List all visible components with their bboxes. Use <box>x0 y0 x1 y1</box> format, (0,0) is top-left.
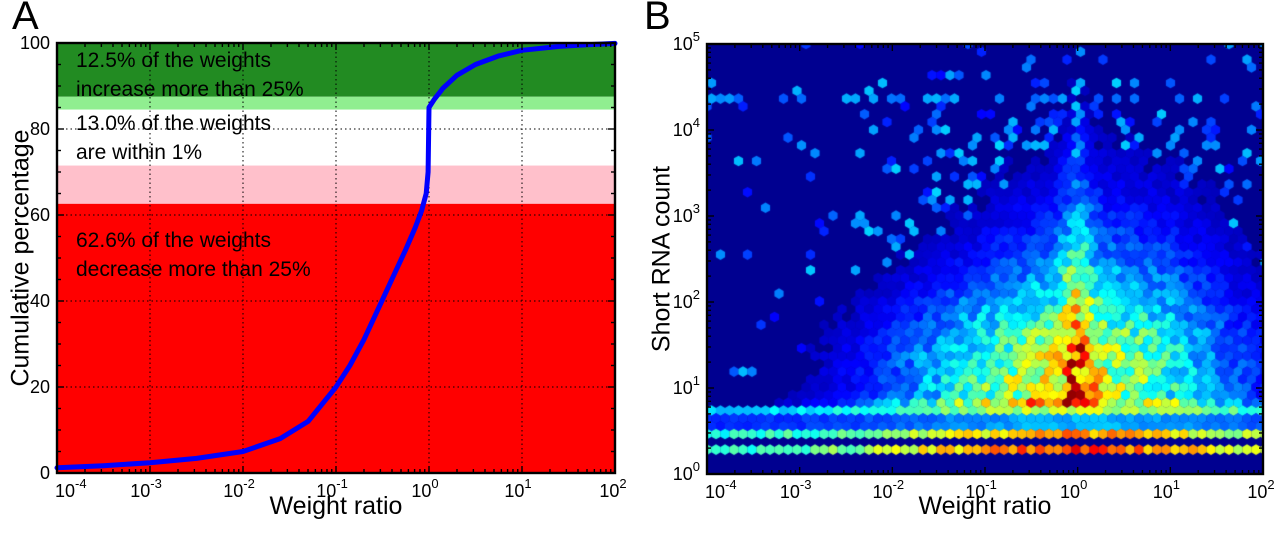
x-tick-label: 10-1 <box>316 476 348 501</box>
x-tick-label: 10-3 <box>780 477 812 502</box>
hexbin-plot <box>707 44 1263 474</box>
band <box>57 203 615 473</box>
x-tick-label: 102 <box>1247 477 1274 502</box>
x-tick-label: 101 <box>1153 477 1180 502</box>
x-tick-label: 101 <box>504 476 531 501</box>
y-tick-label: 80 <box>30 119 50 139</box>
y-tick-label: 20 <box>30 377 50 397</box>
annotation-within-line2: are within 1% <box>76 141 203 164</box>
y-tick-label: 100 <box>673 459 700 484</box>
y-axis-label-b: Short RNA count <box>647 165 676 353</box>
y-tick-label: 104 <box>673 115 700 140</box>
x-tick-label: 102 <box>599 476 626 501</box>
x-tick-label: 10-2 <box>223 476 255 501</box>
x-axis-label-a: Weight ratio <box>269 492 403 520</box>
y-tick-label: 103 <box>673 201 700 226</box>
y-tick-label: 100 <box>20 33 50 53</box>
x-tick-label: 10-1 <box>965 477 997 502</box>
panel-letter-a: A <box>12 0 39 38</box>
annotation-decrease: 62.6% of the weights decrease more than … <box>76 226 311 284</box>
x-tick-label: 10-4 <box>705 477 737 502</box>
annotation-within: 13.0% of the weights are within 1% <box>76 109 271 167</box>
x-axis-label-b: Weight ratio <box>918 492 1052 520</box>
y-tick-label: 0 <box>40 463 50 483</box>
y-tick-label: 101 <box>673 373 700 398</box>
annotation-increase: 12.5% of the weights increase more than … <box>76 46 304 104</box>
annotation-decrease-line2: decrease more than 25% <box>76 258 311 281</box>
x-tick-label: 10-4 <box>55 476 87 501</box>
plot-frame-b <box>705 42 1265 476</box>
annotation-within-line1: 13.0% of the weights <box>76 112 271 135</box>
annotation-increase-line1: 12.5% of the weights <box>76 49 271 72</box>
cumulative-curve <box>54 40 618 471</box>
y-tick-label: 40 <box>30 291 50 311</box>
y-tick-label: 105 <box>673 29 700 54</box>
x-tick-label: 100 <box>411 476 438 501</box>
x-tick-label: 100 <box>1060 477 1087 502</box>
y-axis-label-a: Cumulative percentage <box>6 129 35 387</box>
annotation-decrease-line1: 62.6% of the weights <box>76 229 271 252</box>
x-tick-label: 10-3 <box>130 476 162 501</box>
panel-letter-b: B <box>644 0 671 38</box>
band <box>57 96 615 110</box>
annotation-increase-line2: increase more than 25% <box>76 78 304 101</box>
x-tick-label: 10-2 <box>873 477 905 502</box>
y-tick-label: 102 <box>673 287 700 312</box>
y-tick-label: 60 <box>30 205 50 225</box>
